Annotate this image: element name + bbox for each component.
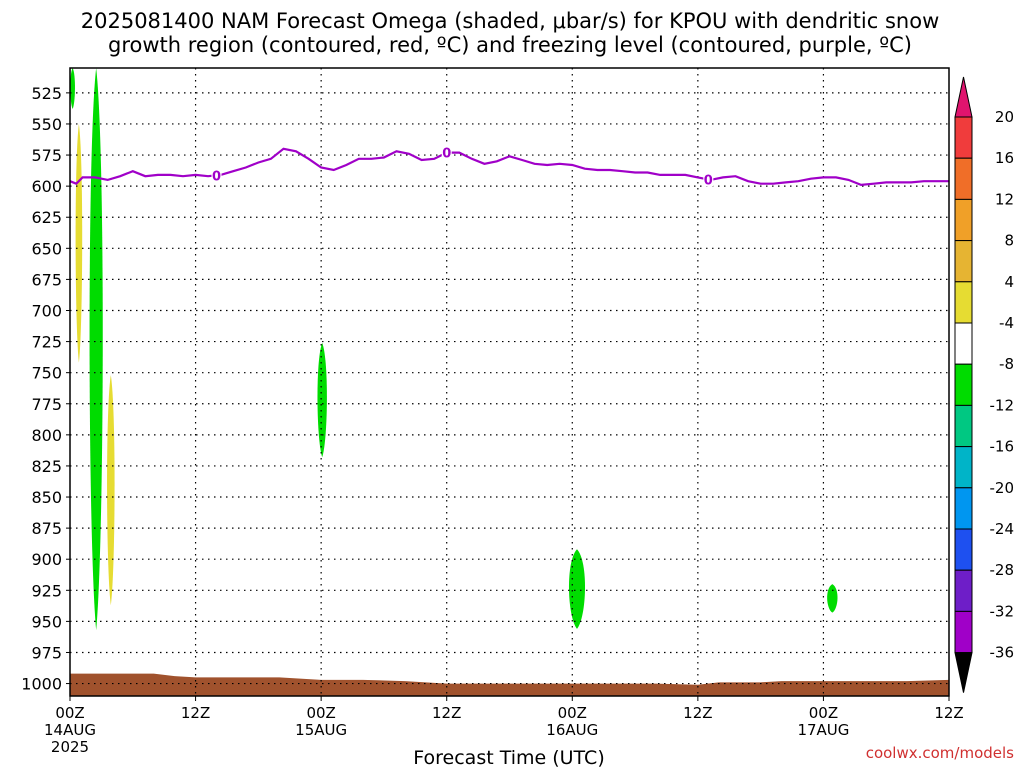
freezing-level-label: 0 — [704, 174, 713, 189]
omega-shaded-region — [89, 68, 103, 631]
y-tick-label: 850 — [31, 488, 62, 507]
colorbar-swatch — [954, 322, 973, 365]
x-tick-label: 00Z — [55, 704, 84, 722]
colorbar-swatch — [954, 281, 973, 324]
x-tick-date-label: 15AUG — [295, 721, 347, 739]
freezing-label-bg — [211, 168, 222, 183]
colorbar-swatch — [954, 446, 973, 489]
colorbar-level-label: -36 — [990, 644, 1015, 662]
chart-title-line-2: growth region (contoured, red, ºC) and f… — [108, 33, 912, 57]
y-tick-label: 950 — [31, 612, 62, 631]
y-tick-label: 925 — [31, 581, 62, 600]
colorbar-level-label: 20 — [995, 108, 1014, 126]
colorbar-level-label: 12 — [995, 190, 1014, 208]
chart-title-line-1: 2025081400 NAM Forecast Omega (shaded, μ… — [81, 9, 940, 33]
colorbar-level-label: -24 — [990, 520, 1015, 538]
y-tick-label: 625 — [31, 208, 62, 227]
x-tick-label: 12Z — [181, 704, 210, 722]
y-tick-label: 575 — [31, 146, 62, 165]
y-tick-label: 875 — [31, 519, 62, 538]
colorbar-swatch — [954, 363, 973, 406]
y-tick-label: 900 — [31, 550, 62, 569]
colorbar-swatch — [954, 157, 973, 200]
colorbar-level-label: -20 — [990, 479, 1015, 497]
colorbar-level-label: 16 — [995, 149, 1014, 167]
colorbar-swatch — [954, 569, 973, 612]
colorbar-level-label: -28 — [990, 561, 1015, 579]
y-tick-label: 725 — [31, 333, 62, 352]
freezing-label-bg — [441, 145, 452, 160]
colorbar-level-label: -4 — [999, 314, 1014, 332]
colorbar-swatch — [954, 487, 973, 530]
y-tick-label: 525 — [31, 84, 62, 103]
colorbar-top-arrow — [954, 76, 973, 118]
colorbar-level-label: 4 — [1004, 273, 1014, 291]
terrain-fill — [70, 673, 949, 696]
omega-shaded-region — [827, 584, 838, 613]
plot-area: 0 0 0 — [69, 67, 950, 697]
x-tick-date-label: 17AUG — [797, 721, 849, 739]
y-tick-label: 975 — [31, 643, 62, 662]
y-tick-label: 600 — [31, 177, 62, 196]
colorbar-swatch — [954, 528, 973, 571]
omega-shaded-region — [317, 342, 327, 458]
y-tick-label: 550 — [31, 115, 62, 134]
colorbar-swatch — [954, 198, 973, 242]
y-tick-label: 775 — [31, 395, 62, 414]
x-tick-year-label: 2025 — [51, 738, 89, 756]
freezing-label-bg — [703, 172, 714, 187]
plot-frame — [69, 67, 950, 697]
x-tick-label: 00Z — [558, 704, 587, 722]
x-tick-label: 12Z — [683, 704, 712, 722]
colorbar-swatch — [954, 116, 973, 159]
y-tick-label: 750 — [31, 364, 62, 383]
colorbar-level-label: -8 — [999, 355, 1014, 373]
colorbar-bottom-arrow — [954, 652, 973, 693]
colorbar-swatch — [954, 404, 973, 448]
credit-link[interactable]: coolwx.com/models — [866, 744, 1014, 762]
x-tick-label: 00Z — [809, 704, 838, 722]
x-tick-label: 12Z — [934, 704, 963, 722]
omega-shaded-region — [107, 375, 115, 606]
y-tick-label: 650 — [31, 239, 62, 258]
omega-shaded-region — [70, 68, 75, 110]
colorbar-swatch — [954, 610, 973, 654]
omega-shaded-region — [568, 549, 586, 629]
x-axis-label: Forecast Time (UTC) — [413, 747, 604, 768]
x-tick-label: 12Z — [432, 704, 461, 722]
x-tick-date-label: 16AUG — [546, 721, 598, 739]
freezing-level-label: 0 — [212, 169, 221, 184]
colorbar-level-label: 8 — [1004, 232, 1014, 250]
colorbar-level-label: -16 — [990, 438, 1015, 456]
freezing-level-label: 0 — [442, 147, 451, 162]
freezing-level-line — [69, 147, 949, 187]
x-tick-label: 00Z — [306, 704, 335, 722]
y-tick-label: 825 — [31, 457, 62, 476]
omega-colorbar: 20 16 12 8 4 -4 -8 -12 -16 -20 -24 -28 -32 -36 — [954, 76, 1015, 693]
y-axis-tick-labels: 525 550 575 600 625 650 675 700 725 750 775 800 825 8… — [21, 84, 70, 694]
colorbar-level-label: -32 — [990, 602, 1015, 620]
y-tick-label: 1000 — [21, 675, 62, 694]
y-tick-label: 800 — [31, 426, 62, 445]
y-tick-label: 675 — [31, 270, 62, 289]
x-tick-date-label: 14AUG — [44, 721, 96, 739]
colorbar-level-label: -12 — [990, 396, 1015, 414]
omega-shaded-region — [75, 123, 83, 363]
y-tick-label: 700 — [31, 301, 62, 320]
colorbar-swatch — [954, 240, 973, 283]
